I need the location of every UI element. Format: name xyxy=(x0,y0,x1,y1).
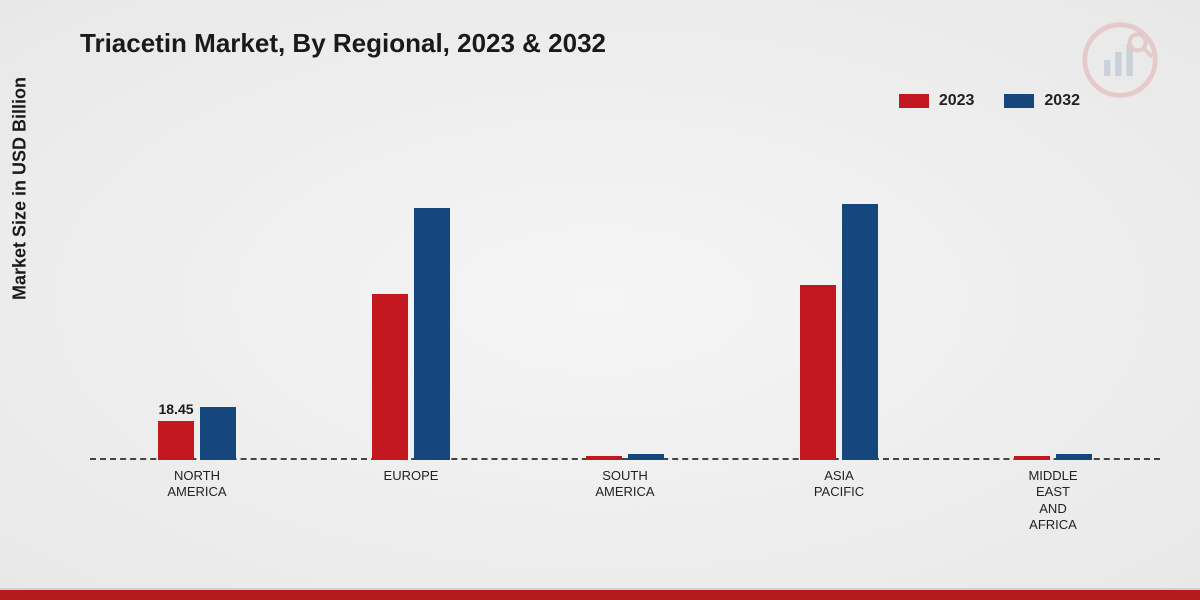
chart-title: Triacetin Market, By Regional, 2023 & 20… xyxy=(80,28,606,59)
legend: 2023 2032 xyxy=(899,92,1080,110)
legend-label-2032: 2032 xyxy=(1044,92,1080,110)
x-axis-labels: NORTHAMERICA EUROPE SOUTHAMERICA ASIAPACIFI… xyxy=(90,462,1160,542)
watermark-logo-icon xyxy=(1080,20,1160,100)
x-tick-label: NORTHAMERICA xyxy=(127,468,267,501)
x-tick-label: MIDDLEEASTANDAFRICA xyxy=(983,468,1123,533)
footer-bar xyxy=(0,590,1200,600)
legend-swatch-2032 xyxy=(1004,94,1034,108)
bar-value-label: 18.45 xyxy=(158,401,193,417)
legend-item-2023: 2023 xyxy=(899,92,975,110)
x-tick-label: ASIAPACIFIC xyxy=(769,468,909,501)
bar-2032 xyxy=(1056,454,1092,460)
bar-2032 xyxy=(842,204,878,460)
bar-group xyxy=(993,454,1113,460)
bar-group xyxy=(565,454,685,460)
bar-group xyxy=(137,407,257,460)
y-axis-label: Market Size in USD Billion xyxy=(10,77,31,300)
bar-2023 xyxy=(158,421,194,460)
x-tick-label: EUROPE xyxy=(341,468,481,484)
bar-2032 xyxy=(200,407,236,460)
legend-item-2032: 2032 xyxy=(1004,92,1080,110)
bar-group xyxy=(779,204,899,460)
bar-2032 xyxy=(414,208,450,460)
bar-2023 xyxy=(372,294,408,460)
legend-swatch-2023 xyxy=(899,94,929,108)
plot-area: 18.45 xyxy=(90,140,1160,460)
x-tick-label: SOUTHAMERICA xyxy=(555,468,695,501)
bar-group xyxy=(351,208,471,460)
bar-2023 xyxy=(586,456,622,460)
bar-2023 xyxy=(1014,456,1050,460)
legend-label-2023: 2023 xyxy=(939,92,975,110)
bar-2032 xyxy=(628,454,664,460)
bar-2023 xyxy=(800,285,836,460)
